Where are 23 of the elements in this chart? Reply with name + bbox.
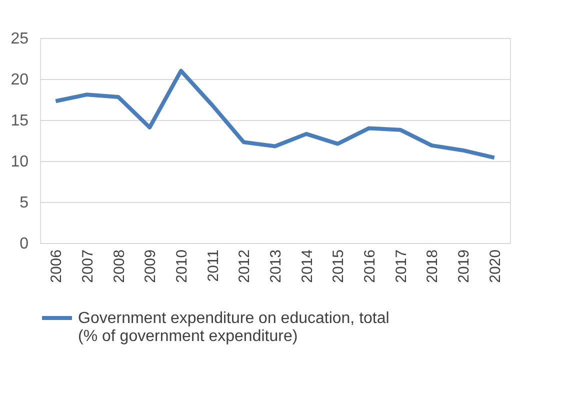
y-tick-label: 20: [10, 72, 29, 88]
x-tick-label: 2018: [424, 250, 442, 283]
x-tick-label: 2011: [204, 250, 222, 282]
x-tick-label: 2020: [486, 250, 504, 283]
x-tick-label: 2015: [330, 250, 348, 283]
x-tick-label: 2014: [298, 250, 316, 283]
x-tick-label: 2008: [110, 250, 128, 283]
x-tick-label: 2016: [362, 250, 378, 283]
y-tick-label: 10: [10, 154, 29, 170]
x-tick-label: 2006: [48, 250, 66, 283]
x-tick-label: 2007: [80, 250, 96, 283]
y-tick-label: 0: [20, 236, 29, 252]
y-tick-label: 5: [20, 194, 29, 212]
legend-label: Government expenditure on education, total (% of government expenditure): [78, 310, 390, 345]
x-tick-label: 2012: [236, 250, 254, 283]
x-tick-label: 2019: [456, 250, 472, 283]
x-tick-label: 2009: [142, 250, 160, 283]
x-tick-label: 2013: [268, 250, 284, 283]
line-series: [54, 68, 496, 160]
y-tick-label: 15: [10, 112, 29, 130]
x-tick-label: 2010: [174, 250, 190, 283]
x-tick-label: 2017: [392, 250, 410, 283]
y-tick-label: 25: [10, 30, 29, 48]
